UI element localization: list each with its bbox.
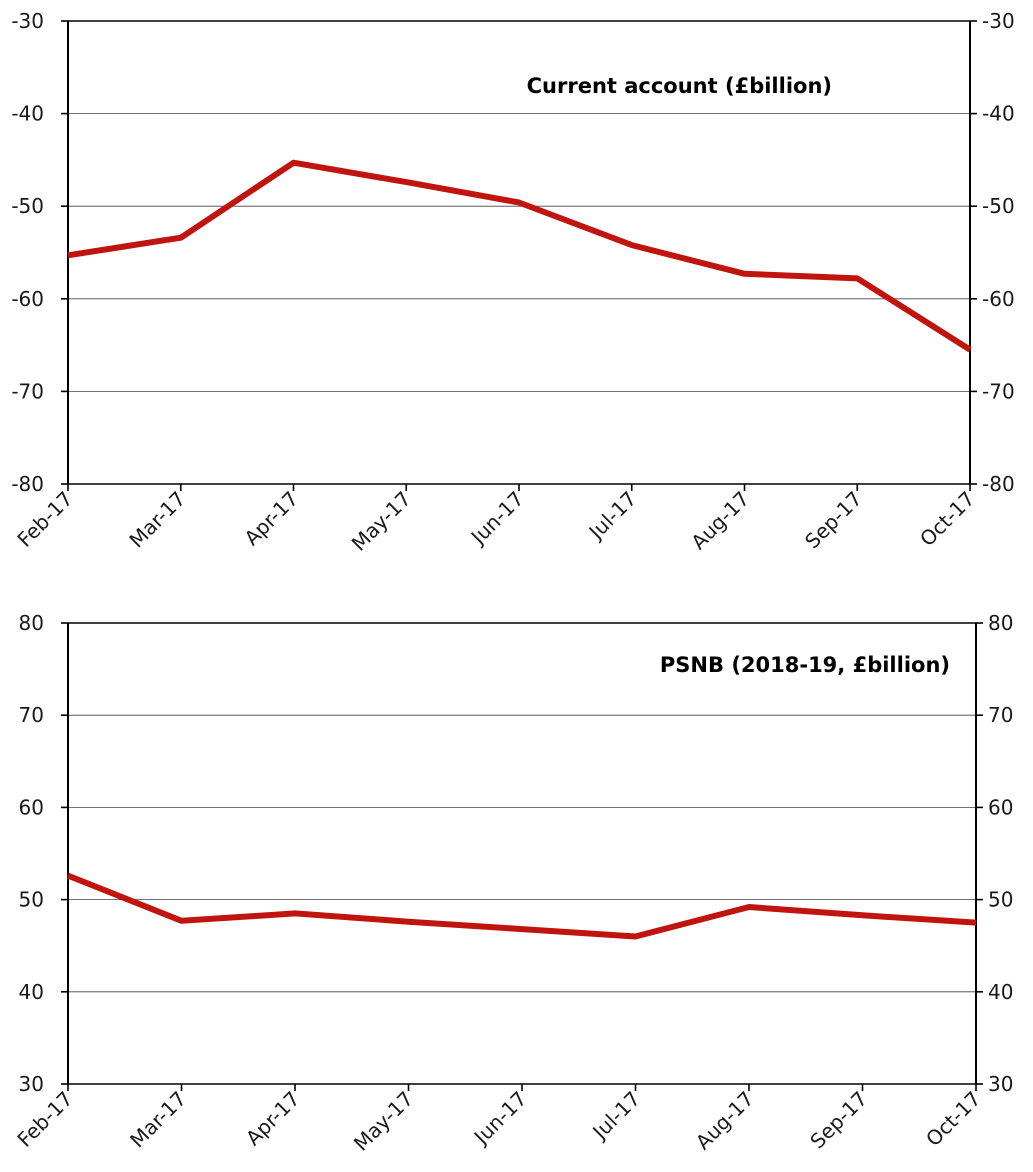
x-tick-label: Feb-17 xyxy=(12,1087,77,1152)
y-tick-label: 40 xyxy=(988,980,1013,1004)
series-line xyxy=(67,159,972,353)
y-tick-label: 60 xyxy=(988,795,1013,819)
y-tick-label: 50 xyxy=(988,888,1013,912)
grid-lines xyxy=(68,113,970,392)
x-tick-label: Mar-17 xyxy=(125,1087,191,1153)
right-y-tick-labels: -30 -40 -50 -60 -70 -80 xyxy=(982,9,1015,496)
x-tick-label: Mar-17 xyxy=(124,487,190,553)
y-tick-label: -50 xyxy=(11,194,44,218)
y-tick-label: 30 xyxy=(19,1072,44,1096)
x-tick-label: Jul-17 xyxy=(583,487,642,546)
y-tick-label: -70 xyxy=(982,379,1015,403)
y-tick-label: 80 xyxy=(19,611,44,635)
y-tick-label: -30 xyxy=(982,9,1015,33)
x-tick-label: Oct-17 xyxy=(915,487,980,552)
x-tick-label: May-17 xyxy=(349,1087,418,1156)
y-tick-label: 50 xyxy=(19,888,44,912)
y-tick-label: -50 xyxy=(982,194,1015,218)
y-tick-label: -40 xyxy=(982,102,1015,126)
y-tick-label: -40 xyxy=(11,102,44,126)
series xyxy=(67,159,972,353)
x-tick-label: Jul-17 xyxy=(586,1087,645,1146)
axes xyxy=(61,20,977,491)
x-tick-label: May-17 xyxy=(347,487,416,556)
y-tick-label: 30 xyxy=(988,1072,1013,1096)
y-tick-label: 60 xyxy=(19,795,44,819)
series xyxy=(66,872,977,940)
x-tick-label: Apr-17 xyxy=(239,487,303,551)
x-tick-label: Aug-17 xyxy=(691,1087,759,1155)
axes xyxy=(61,622,983,1091)
current-account-chart: -30 -40 -50 -60 -70 -80 -30 -40 -50 -60 -70 -80 Fe… xyxy=(11,9,1014,556)
x-tick-label: Aug-17 xyxy=(686,487,754,555)
x-tick-label: Apr-17 xyxy=(241,1087,305,1151)
y-tick-label: -30 xyxy=(11,9,44,33)
y-tick-label: -60 xyxy=(982,287,1015,311)
x-tick-label: Sep-17 xyxy=(800,487,867,554)
x-tick-labels: Feb-17 Mar-17 Apr-17 May-17 Jun-17 Jul-17 Aug-… xyxy=(12,1087,985,1156)
left-y-tick-labels: 80 70 60 50 40 30 xyxy=(19,611,44,1096)
x-tick-label: Jun-17 xyxy=(465,487,529,551)
x-tick-label: Jun-17 xyxy=(468,1087,532,1151)
x-tick-label: Oct-17 xyxy=(921,1087,986,1152)
y-tick-label: -70 xyxy=(11,379,44,403)
x-tick-labels: Feb-17 Mar-17 Apr-17 May-17 Jun-17 Jul-17 Aug-… xyxy=(12,487,979,556)
x-tick-label: Sep-17 xyxy=(805,1087,872,1154)
series-line xyxy=(66,872,977,940)
right-y-tick-labels: 80 70 60 50 40 30 xyxy=(988,611,1013,1096)
chart-title: Current account (£billion) xyxy=(527,74,832,98)
y-tick-label: 70 xyxy=(988,703,1013,727)
grid-lines xyxy=(68,714,976,993)
y-tick-label: 40 xyxy=(19,980,44,1004)
x-tick-label: Feb-17 xyxy=(12,487,77,552)
left-y-tick-labels: -30 -40 -50 -60 -70 -80 xyxy=(11,9,44,496)
y-tick-label: 70 xyxy=(19,703,44,727)
y-tick-label: -60 xyxy=(11,287,44,311)
y-tick-label: -80 xyxy=(11,472,44,496)
chart-title: PSNB (2018-19, £billion) xyxy=(660,653,950,677)
y-tick-label: 80 xyxy=(988,611,1013,635)
psnb-chart: 80 70 60 50 40 30 80 70 60 50 40 30 Feb-17 Mar-17 Ap… xyxy=(12,611,1013,1156)
y-tick-label: -80 xyxy=(982,472,1015,496)
